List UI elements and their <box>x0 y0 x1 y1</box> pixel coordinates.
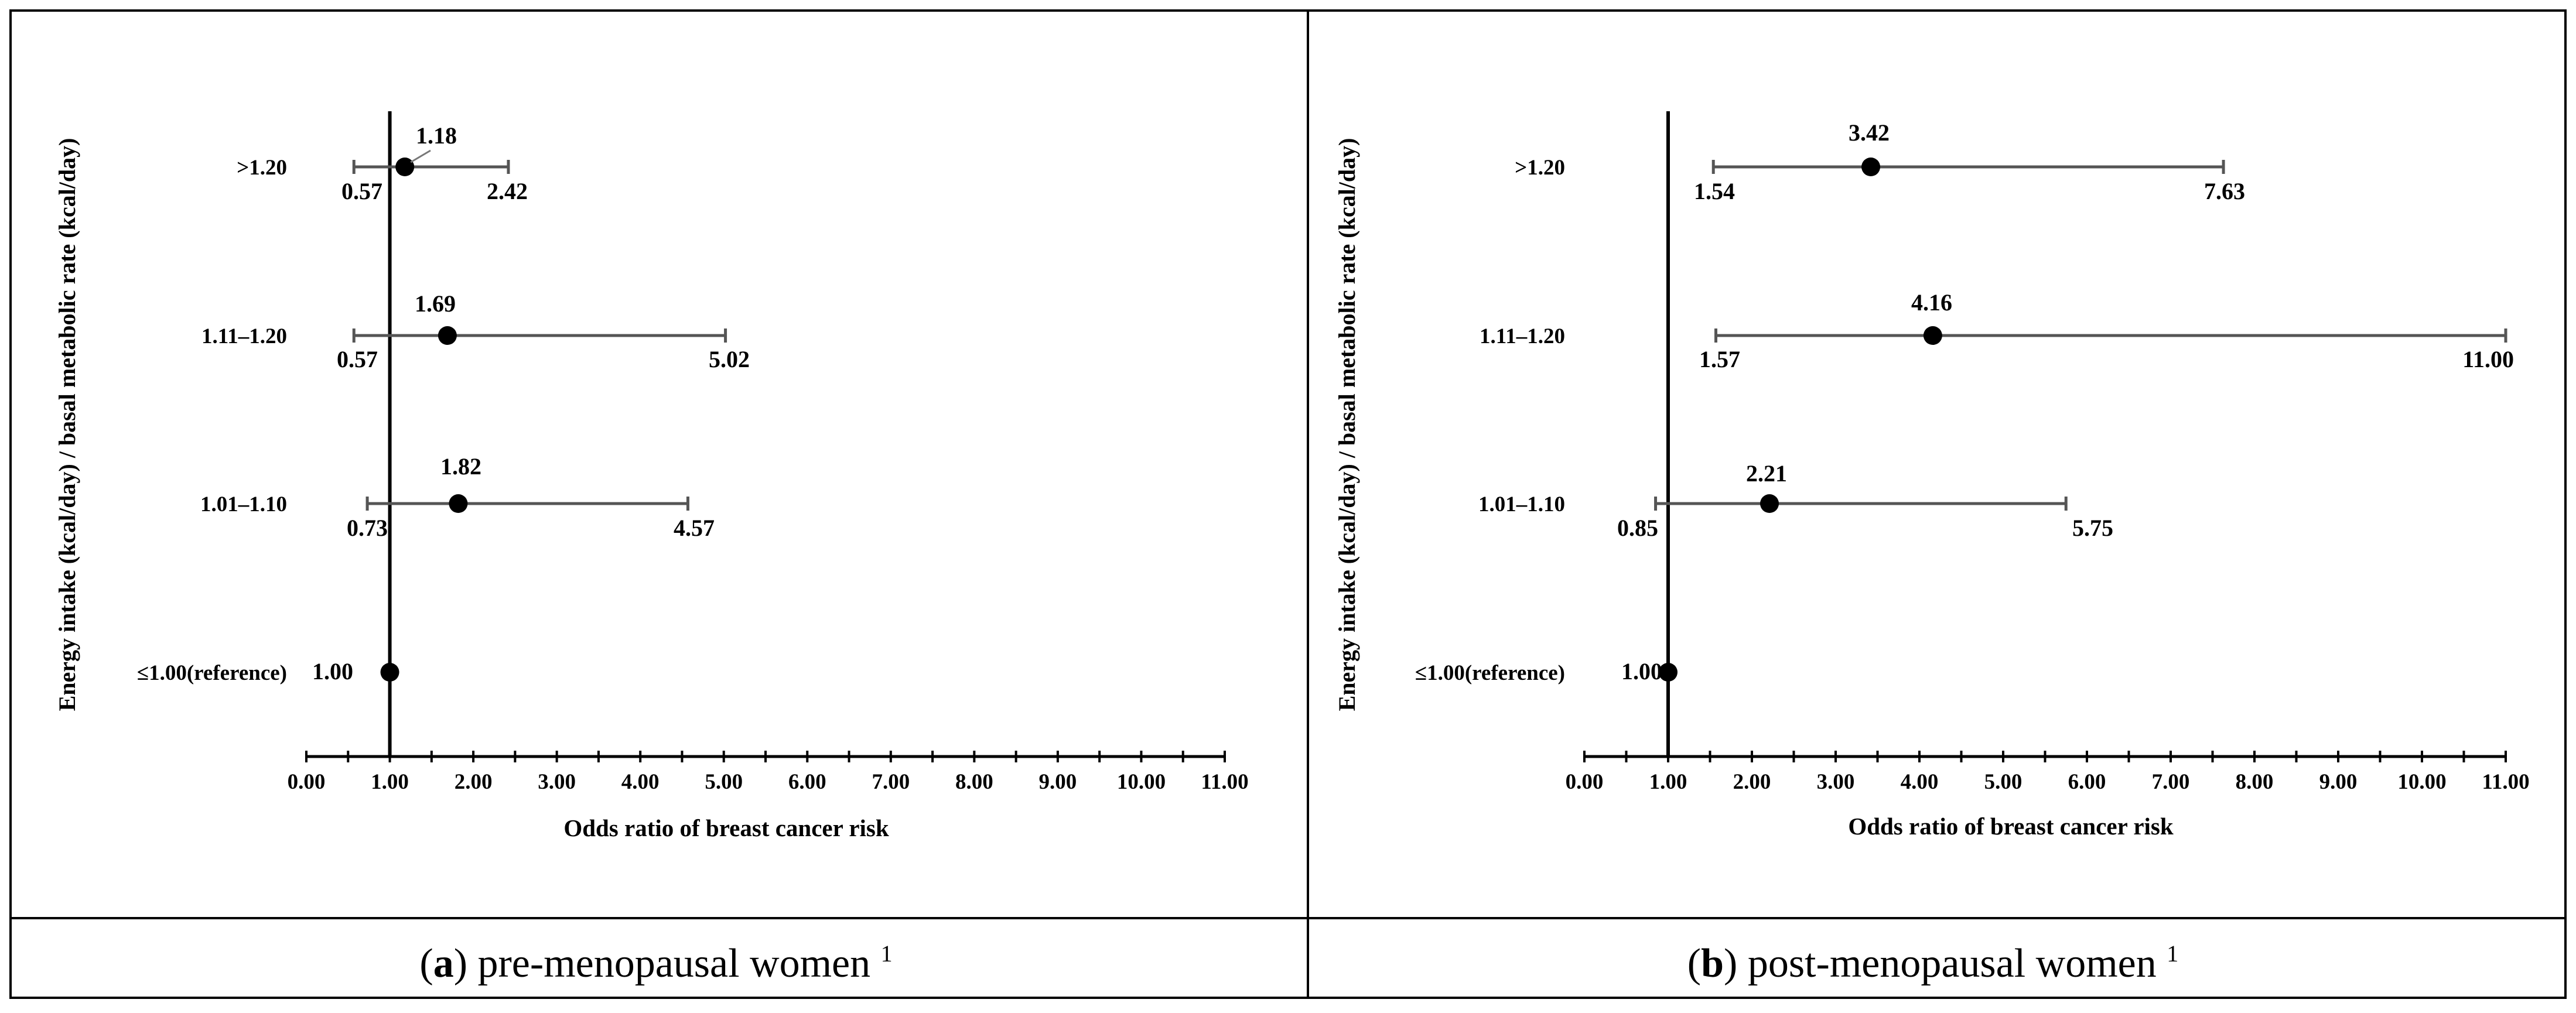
x-axis-ticks: 0.00 1.00 2.00 3.00 4.00 5.00 6.00 7.00 8.00 9.00… <box>288 751 1249 794</box>
x-tick-label: 11.00 <box>2482 770 2529 794</box>
ci-upper-label: 7.63 <box>2204 178 2245 204</box>
ci-upper-label: 5.02 <box>709 346 750 372</box>
caption-b-sup: 1 <box>2167 940 2178 967</box>
x-tick-label: 0.00 <box>288 770 326 794</box>
x-tick-label: 1.00 <box>1649 770 1687 794</box>
category-label: ≤1.00(reference) <box>1415 661 1565 685</box>
y-axis-title: Energy intake (kcal/day) / basal metabol… <box>54 138 80 711</box>
category-label: 1.11–1.20 <box>1480 324 1565 348</box>
caption-b-letter: b <box>1701 941 1724 986</box>
point-estimate <box>395 158 415 176</box>
odds-ratio-label: 2.21 <box>1746 460 1787 487</box>
x-tick-label: 4.00 <box>1901 770 1939 794</box>
point-estimate <box>438 326 457 345</box>
ci-lower-label: 0.57 <box>341 178 382 204</box>
x-tick-label: 8.00 <box>955 770 993 794</box>
ci-upper-label: 4.57 <box>674 515 715 541</box>
x-tick-label: 2.00 <box>455 770 493 794</box>
x-tick-label: 7.00 <box>2152 770 2190 794</box>
forest-rows: >1.20 1.54 7.63 3.42 1.11–1.20 1.57 11.00 4.16 1… <box>1415 111 2514 757</box>
point-estimate <box>1923 326 1942 345</box>
ci-upper-label: 11.00 <box>2462 346 2514 372</box>
x-tick-label: 5.00 <box>1984 770 2022 794</box>
x-tick-label: 3.00 <box>1817 770 1855 794</box>
caption-a: (a) pre-menopausal women 1 <box>419 940 892 986</box>
ci-upper-label: 5.75 <box>2072 515 2113 541</box>
x-tick-label: 10.00 <box>2397 770 2446 794</box>
caption-a-letter: a <box>433 941 454 986</box>
x-tick-label: 0.00 <box>1566 770 1604 794</box>
odds-ratio-label: 1.69 <box>415 290 456 317</box>
x-axis-ticks: 0.00 1.00 2.00 3.00 4.00 5.00 6.00 7.00 8.00 9.00… <box>1566 751 2530 794</box>
point-estimate <box>449 494 468 513</box>
ci-upper-label: 2.42 <box>487 178 528 204</box>
odds-ratio-label: 1.00 <box>1621 658 1662 685</box>
forest-rows: >1.20 0.57 2.42 1.18 1.11–1.20 0.57 5.02 1.69 1.… <box>137 111 750 757</box>
x-tick-label: 9.00 <box>2319 770 2358 794</box>
odds-ratio-label: 4.16 <box>1911 289 1952 316</box>
x-tick-label: 5.00 <box>705 770 743 794</box>
odds-ratio-label: 1.82 <box>440 453 481 480</box>
point-estimate <box>380 663 399 682</box>
x-tick-label: 11.00 <box>1201 770 1248 794</box>
outer-border <box>9 9 2567 999</box>
ci-lower-label: 0.57 <box>337 346 378 372</box>
caption-a-text: pre-menopausal women <box>478 941 871 986</box>
forest-plot-pre-menopausal: Energy intake (kcal/day) / basal metabol… <box>54 111 1249 841</box>
category-label: 1.11–1.20 <box>201 324 287 348</box>
ci-lower-label: 0.73 <box>347 515 388 541</box>
point-estimate <box>1760 494 1779 513</box>
x-tick-label: 7.00 <box>872 770 910 794</box>
ci-lower-label: 0.85 <box>1617 515 1658 541</box>
label-leader-line <box>410 149 431 163</box>
forest-plot-post-menopausal: Energy intake (kcal/day) / basal metabol… <box>1334 111 2530 840</box>
caption-b-text: post-menopausal women <box>1748 941 2157 986</box>
caption-b: (b) post-menopausal women 1 <box>1687 940 2178 986</box>
category-label: 1.01–1.10 <box>1478 492 1565 516</box>
point-estimate <box>1659 663 1678 682</box>
y-axis-title: Energy intake (kcal/day) / basal metabol… <box>1334 138 1360 711</box>
point-estimate <box>1861 158 1881 176</box>
odds-ratio-label: 1.18 <box>416 122 457 149</box>
x-tick-label: 1.00 <box>371 770 409 794</box>
odds-ratio-label: 1.00 <box>312 658 353 685</box>
ci-lower-label: 1.57 <box>1699 346 1740 372</box>
x-tick-label: 10.00 <box>1117 770 1166 794</box>
odds-ratio-label: 3.42 <box>1849 119 1890 146</box>
ci-lower-label: 1.54 <box>1694 178 1735 204</box>
x-axis-title: Odds ratio of breast cancer risk <box>1848 813 2174 840</box>
x-tick-label: 6.00 <box>788 770 826 794</box>
x-tick-label: 8.00 <box>2236 770 2274 794</box>
x-tick-label: 2.00 <box>1733 770 1771 794</box>
caption-a-sup: 1 <box>881 940 893 967</box>
x-axis-title: Odds ratio of breast cancer risk <box>563 814 889 841</box>
category-label: 1.01–1.10 <box>200 492 287 516</box>
category-label: >1.20 <box>237 156 287 180</box>
category-label: >1.20 <box>1515 156 1565 180</box>
x-tick-label: 3.00 <box>538 770 576 794</box>
x-tick-label: 6.00 <box>2068 770 2106 794</box>
x-tick-label: 9.00 <box>1039 770 1077 794</box>
x-tick-label: 4.00 <box>621 770 660 794</box>
category-label: ≤1.00(reference) <box>137 661 287 685</box>
